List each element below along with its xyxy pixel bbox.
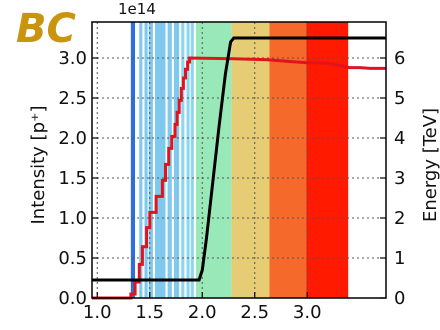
y2-axis-label: Energy [TeV]: [420, 108, 440, 222]
y-exponent-label: 1e14: [118, 0, 156, 18]
band-0: [130, 22, 136, 298]
xtick-label-4: 3.0: [293, 302, 322, 323]
band-2: [144, 22, 148, 298]
band-12: [269, 22, 307, 298]
series-line-0: [92, 56, 386, 300]
ytick-label-2: 1.0: [58, 208, 87, 229]
band-9: [190, 22, 194, 298]
y2tick-label-2: 2: [394, 208, 405, 229]
ytick-label-3: 1.5: [58, 168, 87, 189]
bottom-ticks: 1.0 1.5 2.0 2.5 3.0: [83, 292, 322, 323]
band-4: [155, 22, 166, 298]
y2tick-label-6: 6: [394, 48, 405, 69]
logo-text: BC: [16, 6, 76, 52]
xtick-label-0: 1.0: [83, 302, 112, 323]
series-layer: [92, 36, 386, 300]
y2tick-label-5: 5: [394, 88, 405, 109]
left-ticks: 0.0 0.5 1.0 1.5 2.0 2.5 3.0: [58, 48, 98, 309]
band-7: [181, 22, 185, 298]
band-1: [139, 22, 143, 298]
ytick-label-6: 3.0: [58, 48, 87, 69]
y2tick-label-0: 0: [394, 288, 405, 309]
y2tick-label-3: 3: [394, 168, 405, 189]
plot-frame: [91, 21, 387, 299]
right-ticks: 0 1 2 3 4 5 6: [380, 48, 405, 309]
xtick-label-1: 1.5: [135, 302, 164, 323]
y2tick-label-1: 1: [394, 248, 405, 269]
ytick-label-1: 0.5: [58, 248, 87, 269]
band-13: [306, 22, 349, 298]
ytick-label-0: 0.0: [58, 288, 87, 309]
series-line-1: [92, 36, 386, 282]
band-11: [231, 22, 270, 298]
y-axis-label: Intensity [p⁺]: [28, 105, 49, 224]
band-3: [148, 22, 153, 298]
band-8: [186, 22, 190, 298]
ytick-label-5: 2.5: [58, 88, 87, 109]
band-6: [173, 22, 180, 298]
xtick-label-3: 2.5: [240, 302, 269, 323]
xtick-label-2: 2.0: [188, 302, 217, 323]
y2tick-label-4: 4: [394, 128, 405, 149]
ytick-label-4: 2.0: [58, 128, 87, 149]
